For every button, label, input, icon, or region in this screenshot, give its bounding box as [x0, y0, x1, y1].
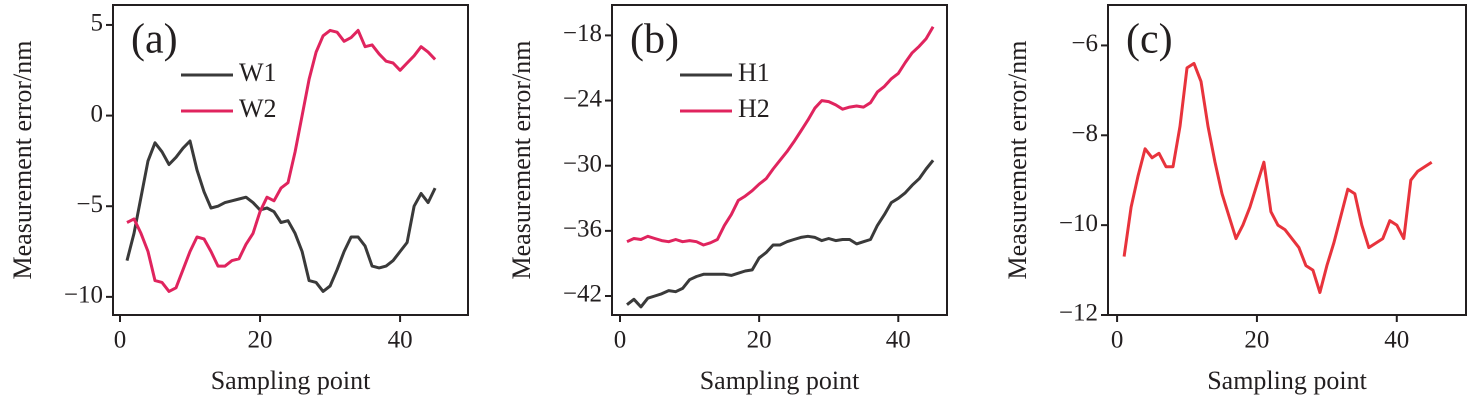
y-tick-label: −42	[563, 281, 602, 308]
legend-label: H1	[738, 58, 770, 87]
y-tick-label: −12	[1059, 300, 1098, 327]
x-tick-label: 0	[614, 327, 627, 354]
y-tick-label: −10	[1059, 210, 1098, 237]
x-axis-label: Sampling point	[211, 366, 371, 395]
y-axis-label: Measurement error/nm	[1003, 41, 1032, 280]
y-tick-label: −6	[1071, 30, 1098, 57]
y-tick-label: 0	[91, 100, 104, 127]
plot-frame	[112, 4, 469, 316]
panel-label: (b)	[630, 17, 679, 63]
y-tick-label: −5	[76, 191, 103, 218]
x-tick-label: 20	[1244, 327, 1269, 354]
x-axis-label: Sampling point	[700, 366, 860, 395]
x-tick-label: 0	[1111, 327, 1124, 354]
x-tick-label: 0	[114, 327, 127, 354]
x-tick-label: 40	[1384, 327, 1409, 354]
legend-label: W1	[239, 58, 277, 87]
x-tick-label: 40	[886, 327, 911, 354]
x-tick-label: 40	[388, 327, 413, 354]
y-tick-label: −24	[563, 85, 603, 112]
y-tick-label: −30	[563, 150, 602, 177]
y-tick-label: −8	[1071, 120, 1098, 147]
data-line	[1122, 61, 1433, 294]
data-line	[125, 139, 437, 293]
y-tick-label: 5	[91, 10, 104, 37]
x-tick-label: 20	[747, 327, 772, 354]
data-line	[126, 28, 437, 293]
plot-frame	[1107, 4, 1467, 316]
x-axis-label: Sampling point	[1207, 366, 1367, 395]
legend-label: H2	[738, 94, 770, 123]
y-axis-label: Measurement error/nm	[8, 41, 37, 280]
x-tick-label: 20	[248, 327, 273, 354]
data-line	[626, 25, 935, 247]
plot-frame	[611, 4, 948, 316]
data-line	[626, 159, 935, 309]
panel-label: (c)	[1126, 17, 1173, 63]
y-tick-label: −36	[563, 216, 602, 243]
y-tick-label: −18	[563, 20, 602, 47]
y-tick-label: −10	[64, 282, 103, 309]
panel-label: (a)	[131, 17, 178, 63]
y-axis-label: Measurement error/nm	[507, 41, 536, 280]
legend-label: W2	[239, 94, 277, 123]
